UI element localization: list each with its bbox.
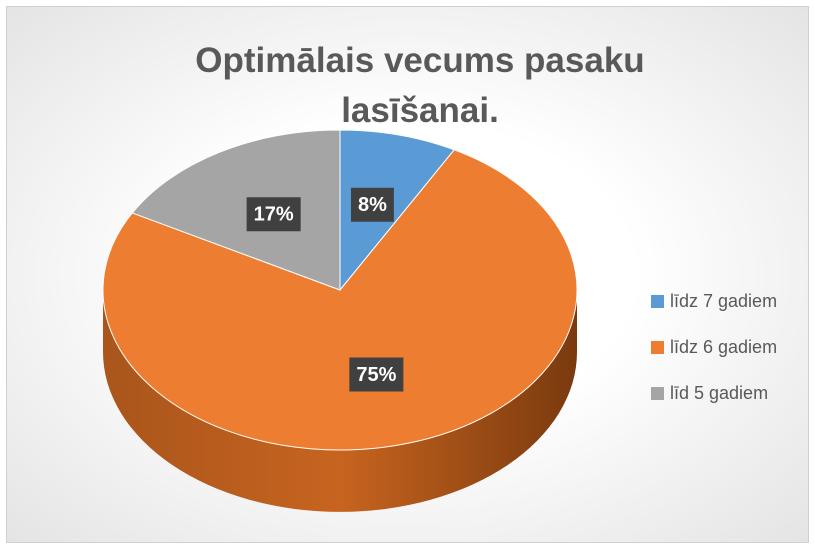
pie-slice-side <box>103 290 577 512</box>
data-label: 8% <box>358 194 387 216</box>
data-label-box <box>349 357 404 392</box>
legend-swatch <box>651 341 664 354</box>
legend-swatch <box>651 295 664 308</box>
legend-label: līd 5 gadiem <box>670 383 768 403</box>
data-label-box <box>350 187 394 222</box>
pie-slice <box>131 129 341 291</box>
data-label-box <box>246 197 301 232</box>
data-label: 17% <box>254 204 294 226</box>
data-label: 75% <box>356 364 396 386</box>
pie-slice <box>339 129 456 292</box>
legend-label: līdz 6 gadiem <box>670 337 777 357</box>
pie-slice <box>102 149 578 451</box>
legend-label: līdz 7 gadiem <box>670 291 777 311</box>
chart-title: Optimālais vecums pasaku lasīšanai. <box>195 41 645 130</box>
legend-swatch <box>651 387 664 400</box>
